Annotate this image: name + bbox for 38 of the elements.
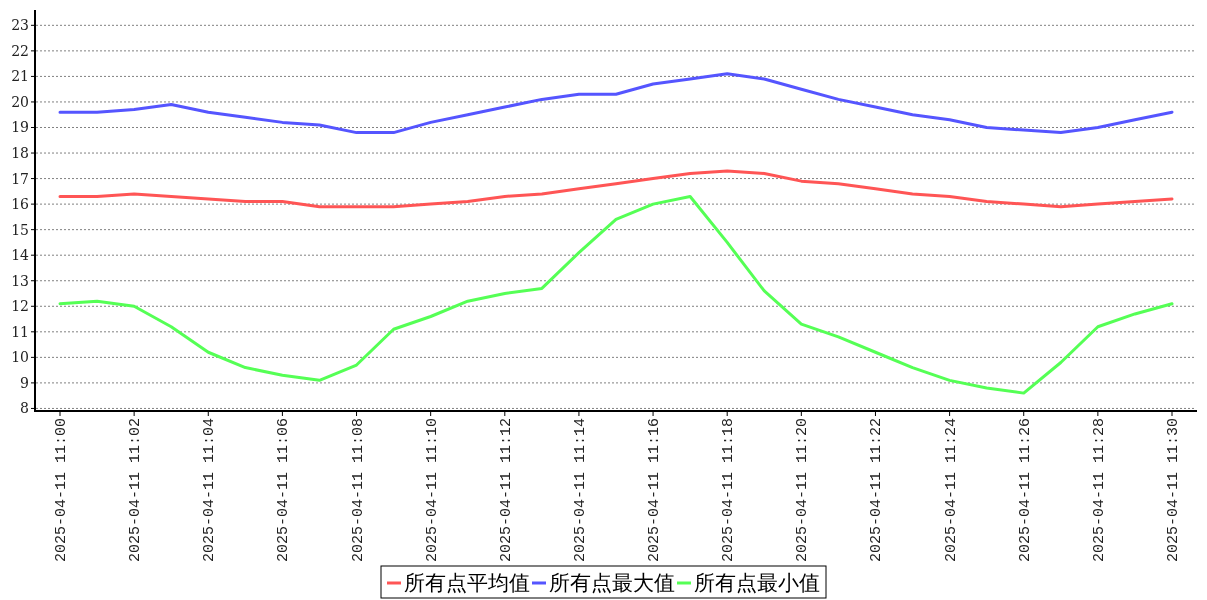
y-tick-label: 16	[11, 196, 30, 213]
x-tick-label: 2025-04-11 11:04	[201, 418, 219, 563]
legend-label: 所有点最小值	[694, 571, 820, 595]
x-tick-label: 2025-04-11 11:16	[646, 418, 664, 563]
y-tick-label: 14	[11, 247, 30, 264]
x-tick-label: 2025-04-11 11:12	[497, 418, 515, 563]
y-tick-label: 10	[11, 349, 29, 366]
y-tick-label: 23	[11, 17, 29, 34]
x-tick-label: 2025-04-11 11:26	[1016, 418, 1034, 563]
x-tick-label: 2025-04-11 11:10	[423, 418, 441, 563]
y-tick-label: 8	[20, 400, 29, 417]
y-tick-label: 11	[11, 323, 29, 340]
x-tick-label: 2025-04-11 11:30	[1165, 418, 1182, 563]
line-series	[58, 169, 1174, 209]
y-tick-label: 19	[11, 119, 29, 136]
y-tick-label: 12	[11, 298, 29, 315]
line-series	[58, 72, 1174, 135]
y-tick-label: 15	[11, 221, 29, 238]
y-tick-label: 17	[11, 170, 29, 187]
x-tick-label: 2025-04-11 11:00	[53, 418, 70, 563]
legend-label: 所有点平均值	[404, 571, 530, 595]
x-tick-label: 2025-04-11 11:20	[794, 418, 812, 563]
x-tick-label: 2025-04-11 11:18	[720, 418, 738, 563]
x-tick-label: 2025-04-11 11:14	[571, 418, 589, 563]
line-series	[58, 194, 1174, 395]
x-tick-label: 2025-04-11 11:06	[275, 418, 293, 563]
x-tick-label: 2025-04-11 11:02	[127, 418, 145, 563]
y-tick-label: 9	[20, 374, 29, 391]
y-tick-label: 13	[11, 272, 29, 289]
y-tick-label: 22	[11, 42, 29, 59]
y-tick-label: 18	[11, 145, 29, 162]
y-tick-label: 21	[11, 68, 29, 85]
x-tick-label: 2025-04-11 11:08	[349, 418, 367, 563]
x-tick-label: 2025-04-11 11:28	[1090, 418, 1108, 563]
x-tick-label: 2025-04-11 11:24	[942, 418, 960, 563]
y-tick-label: 20	[11, 93, 29, 110]
x-tick-label: 2025-04-11 11:22	[868, 418, 886, 563]
legend-label: 所有点最大值	[549, 571, 675, 595]
